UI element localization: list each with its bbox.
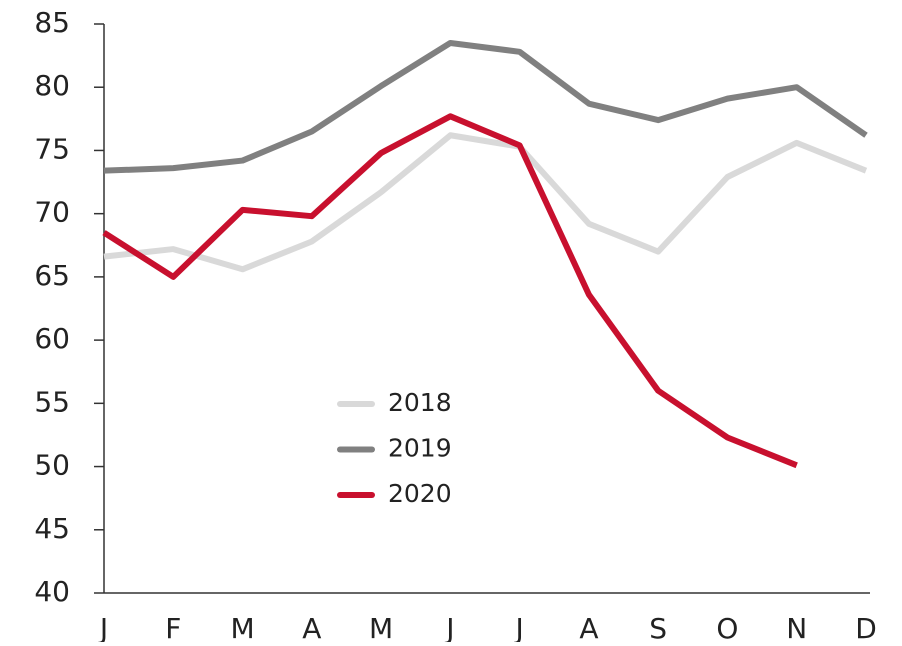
legend-label: 2020 — [388, 479, 452, 508]
y-tick-label: 65 — [34, 259, 70, 292]
y-tick-label: 60 — [34, 322, 70, 355]
x-tick-label: A — [579, 612, 598, 642]
x-tick-label: O — [716, 612, 738, 642]
y-tick-label: 80 — [34, 69, 70, 102]
y-tick-label: 50 — [34, 449, 70, 482]
series-line — [102, 113, 798, 469]
x-tick-label: M — [230, 612, 254, 642]
series-line — [103, 39, 868, 174]
series-line — [103, 132, 868, 273]
y-tick-label: 70 — [34, 196, 70, 229]
x-tick-label: D — [855, 612, 877, 642]
y-tick-label: 75 — [34, 132, 70, 165]
x-tick-label: A — [302, 612, 321, 642]
y-tick-label: 85 — [34, 6, 70, 39]
legend-label: 2018 — [388, 388, 452, 417]
y-tick-label: 55 — [34, 385, 70, 418]
x-tick-label: F — [165, 612, 181, 642]
x-tick-label: S — [649, 612, 667, 642]
x-tick-label: J — [98, 612, 108, 642]
y-tick-label: 40 — [34, 575, 70, 608]
legend-label: 2019 — [388, 434, 452, 463]
x-tick-label: M — [369, 612, 393, 642]
x-tick-label: J — [514, 612, 524, 642]
x-tick-label: N — [786, 612, 807, 642]
y-tick-label: 45 — [34, 512, 70, 545]
x-tick-label: J — [444, 612, 454, 642]
